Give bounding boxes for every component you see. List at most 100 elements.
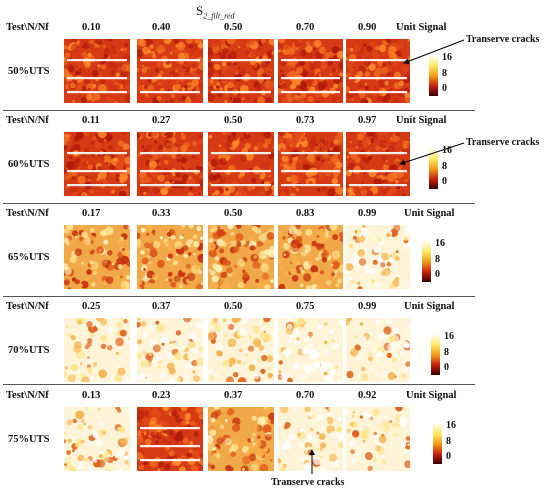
signal-map bbox=[342, 37, 414, 107]
annotation-cracks-60: Transerve cracks bbox=[466, 137, 540, 148]
signal-map bbox=[205, 129, 278, 200]
fraction-label: 0.75 bbox=[296, 301, 315, 312]
signal-map bbox=[207, 222, 277, 292]
unit-signal-label: Unit Signal bbox=[396, 22, 447, 33]
unit-signal-label: Unit Signal bbox=[396, 115, 447, 126]
row-label: 75%UTS bbox=[8, 434, 50, 445]
header-label: Test\N/Nf bbox=[6, 208, 49, 219]
header-label: Test\N/Nf bbox=[6, 301, 49, 312]
annotation-cracks-50: Transerve cracks bbox=[466, 34, 540, 45]
fraction-label: 0.50 bbox=[224, 301, 243, 312]
fraction-label: 0.73 bbox=[296, 115, 315, 126]
signal-map bbox=[135, 313, 204, 385]
signal-map bbox=[205, 314, 277, 386]
signal-map bbox=[61, 127, 134, 198]
panel-separator bbox=[3, 296, 475, 297]
panel-separator bbox=[3, 384, 475, 385]
colorbar-tick: 8 bbox=[444, 347, 449, 358]
fraction-label: 0.99 bbox=[358, 301, 377, 312]
signal-map bbox=[204, 36, 278, 106]
signal-map bbox=[134, 129, 207, 198]
fraction-label: 0.17 bbox=[82, 208, 101, 219]
colorbar-tick: 8 bbox=[435, 254, 440, 265]
fraction-label: 0.97 bbox=[358, 115, 377, 126]
fraction-label: 0.50 bbox=[224, 115, 243, 126]
signal-map bbox=[134, 36, 207, 105]
fraction-label: 0.50 bbox=[224, 208, 243, 219]
colorbar-tick: 16 bbox=[444, 331, 454, 342]
row-label: 70%UTS bbox=[8, 345, 50, 356]
colorbar-tick: 8 bbox=[442, 161, 447, 172]
signal-map bbox=[343, 128, 413, 200]
fraction-label: 0.11 bbox=[82, 115, 100, 126]
panel-row-4: Test\N/Nf 0.13 0.23 0.37 0.70 0.92 Unit Signal… bbox=[0, 390, 550, 480]
panel-separator bbox=[3, 203, 475, 204]
signal-map bbox=[275, 222, 347, 293]
row-label: 65%UTS bbox=[8, 252, 50, 263]
panel-row-1: Test\N/Nf 0.11 0.27 0.50 0.73 0.97 Unit Signal… bbox=[0, 115, 550, 205]
figure-title: S2_filt_red bbox=[196, 3, 235, 21]
colorbar-tick: 16 bbox=[442, 52, 452, 63]
panel-separator bbox=[3, 110, 475, 111]
row-label: 60%UTS bbox=[8, 159, 50, 170]
fraction-label: 0.90 bbox=[358, 22, 377, 33]
signal-map bbox=[134, 403, 206, 474]
colorbar bbox=[422, 242, 431, 282]
panel-row-3: Test\N/Nf 0.25 0.37 0.50 0.75 0.99 Unit Signal… bbox=[0, 301, 550, 391]
signal-map bbox=[61, 35, 134, 104]
signal-map bbox=[344, 222, 414, 292]
fraction-label: 0.23 bbox=[152, 390, 171, 401]
signal-map bbox=[276, 405, 345, 474]
fraction-label: 0.83 bbox=[296, 208, 315, 219]
colorbar-tick: 8 bbox=[442, 68, 447, 79]
annotation-cracks-75: Transerve cracks bbox=[271, 477, 345, 488]
fraction-label: 0.37 bbox=[224, 390, 243, 401]
fraction-label: 0.92 bbox=[358, 390, 377, 401]
panel-row-0: Test\N/Nf 0.10 0.40 0.50 0.70 0.90 Unit Signal… bbox=[0, 22, 550, 112]
signal-map bbox=[60, 405, 133, 474]
colorbar bbox=[429, 56, 438, 96]
fraction-label: 0.37 bbox=[152, 301, 171, 312]
header-label: Test\N/Nf bbox=[6, 115, 49, 126]
unit-signal-label: Unit Signal bbox=[404, 208, 455, 219]
fraction-label: 0.25 bbox=[82, 301, 101, 312]
signal-map bbox=[60, 222, 133, 292]
signal-map bbox=[134, 223, 207, 292]
signal-map bbox=[275, 317, 344, 385]
fraction-label: 0.99 bbox=[358, 208, 377, 219]
colorbar-tick: 0 bbox=[442, 83, 447, 94]
signal-map bbox=[344, 314, 412, 382]
unit-signal-label: Unit Signal bbox=[404, 301, 455, 312]
colorbar-tick: 0 bbox=[446, 451, 451, 462]
signal-map bbox=[61, 314, 133, 386]
title-main: S bbox=[196, 3, 204, 18]
panel-row-2: Test\N/Nf 0.17 0.33 0.50 0.83 0.99 Unit Signal… bbox=[0, 208, 550, 298]
fraction-label: 0.13 bbox=[82, 390, 101, 401]
unit-signal-label: Unit Signal bbox=[406, 390, 457, 401]
row-label: 50%UTS bbox=[8, 66, 50, 77]
colorbar-tick: 0 bbox=[442, 176, 447, 187]
colorbar-tick: 0 bbox=[435, 269, 440, 280]
title-subscript: 2_filt_red bbox=[203, 11, 235, 21]
colorbar-tick: 16 bbox=[435, 238, 445, 249]
fraction-label: 0.70 bbox=[296, 22, 315, 33]
fraction-label: 0.33 bbox=[152, 208, 171, 219]
fraction-label: 0.10 bbox=[82, 22, 101, 33]
fraction-label: 0.70 bbox=[296, 390, 315, 401]
header-label: Test\N/Nf bbox=[6, 390, 49, 401]
header-label: Test\N/Nf bbox=[6, 22, 49, 33]
colorbar-tick: 16 bbox=[446, 420, 456, 431]
signal-map bbox=[276, 128, 346, 199]
colorbar bbox=[433, 424, 442, 464]
signal-map bbox=[345, 403, 412, 472]
colorbar-tick: 8 bbox=[446, 436, 451, 447]
signal-map bbox=[205, 404, 276, 474]
signal-map bbox=[275, 35, 346, 106]
fraction-label: 0.40 bbox=[152, 22, 171, 33]
colorbar bbox=[429, 149, 438, 189]
colorbar-tick: 16 bbox=[442, 145, 452, 156]
colorbar-tick: 0 bbox=[444, 362, 449, 373]
colorbar bbox=[431, 335, 440, 375]
fraction-label: 0.50 bbox=[224, 22, 243, 33]
fraction-label: 0.27 bbox=[152, 115, 171, 126]
